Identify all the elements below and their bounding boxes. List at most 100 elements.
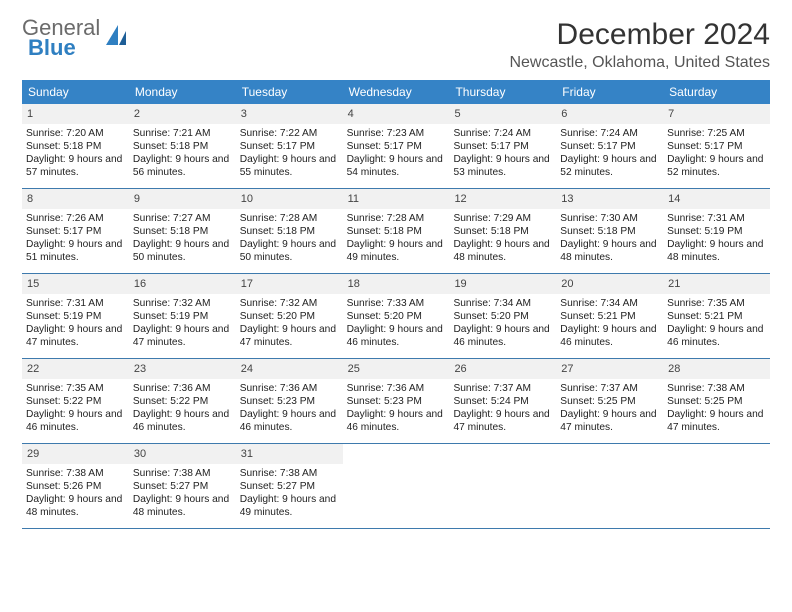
day-info: Sunrise: 7:23 AMSunset: 5:17 PMDaylight:… (347, 127, 446, 179)
day-cell: 16 Sunrise: 7:32 AMSunset: 5:19 PMDayligh… (129, 274, 236, 358)
day-of-week-cell: Thursday (449, 80, 556, 104)
day-cell: 30Sunrise: 7:38 AMSunset: 5:27 PMDayligh… (129, 444, 236, 528)
day-of-week-cell: Monday (129, 80, 236, 104)
day-cell: 10 Sunrise: 7:28 AMSunset: 5:18 PMDayligh… (236, 189, 343, 273)
day-info: Sunrise: 7:38 AMSunset: 5:27 PMDaylight:… (240, 467, 339, 519)
day-number: 6 (556, 104, 663, 124)
day-info: Sunrise: 7:35 AMSunset: 5:22 PMDaylight:… (26, 382, 125, 434)
day-info: Sunrise: 7:26 AMSunset: 5:17 PMDaylight:… (26, 212, 125, 264)
day-cell: 5 Sunrise: 7:24 AMSunset: 5:17 PMDaylight… (449, 104, 556, 188)
day-cell: 13Sunrise: 7:30 AMSunset: 5:18 PMDayligh… (556, 189, 663, 273)
week-row: 8 Sunrise: 7:26 AMSunset: 5:17 PMDaylight… (22, 189, 770, 274)
day-number: 31 (236, 444, 343, 464)
day-number: 5 (449, 104, 556, 124)
day-cell: 31 Sunrise: 7:38 AMSunset: 5:27 PMDayligh… (236, 444, 343, 528)
day-number: 8 (22, 189, 129, 209)
day-number: 12 (449, 189, 556, 209)
day-cell (663, 444, 770, 528)
day-info: Sunrise: 7:24 AMSunset: 5:17 PMDaylight:… (453, 127, 552, 179)
day-number: 23 (129, 359, 236, 379)
day-info: Sunrise: 7:31 AMSunset: 5:19 PMDaylight:… (26, 297, 125, 349)
day-info: Sunrise: 7:35 AMSunset: 5:21 PMDaylight:… (667, 297, 766, 349)
day-number: 15 (22, 274, 129, 294)
day-number: 14 (663, 189, 770, 209)
day-info: Sunrise: 7:34 AMSunset: 5:20 PMDaylight:… (453, 297, 552, 349)
day-number: 24 (236, 359, 343, 379)
day-of-week-cell: Saturday (663, 80, 770, 104)
sail-icon (104, 23, 130, 52)
day-number: 10 (236, 189, 343, 209)
day-number: 20 (556, 274, 663, 294)
day-info: Sunrise: 7:27 AMSunset: 5:18 PMDaylight:… (133, 212, 232, 264)
day-cell: 27Sunrise: 7:37 AMSunset: 5:25 PMDayligh… (556, 359, 663, 443)
day-cell: 8 Sunrise: 7:26 AMSunset: 5:17 PMDaylight… (22, 189, 129, 273)
day-info: Sunrise: 7:38 AMSunset: 5:26 PMDaylight:… (26, 467, 125, 519)
day-number: 18 (343, 274, 450, 294)
day-cell: 6 Sunrise: 7:24 AMSunset: 5:17 PMDaylight… (556, 104, 663, 188)
day-info: Sunrise: 7:22 AMSunset: 5:17 PMDaylight:… (240, 127, 339, 179)
day-cell: 29 Sunrise: 7:38 AMSunset: 5:26 PMDayligh… (22, 444, 129, 528)
day-cell: 2Sunrise: 7:21 AMSunset: 5:18 PMDaylight… (129, 104, 236, 188)
day-info: Sunrise: 7:24 AMSunset: 5:17 PMDaylight:… (560, 127, 659, 179)
day-cell: 9Sunrise: 7:27 AMSunset: 5:18 PMDaylight… (129, 189, 236, 273)
day-of-week-cell: Friday (556, 80, 663, 104)
day-number: 26 (449, 359, 556, 379)
day-of-week-cell: Sunday (22, 80, 129, 104)
day-number: 25 (343, 359, 450, 379)
day-info: Sunrise: 7:28 AMSunset: 5:18 PMDaylight:… (240, 212, 339, 264)
day-number: 1 (22, 104, 129, 124)
day-info: Sunrise: 7:31 AMSunset: 5:19 PMDaylight:… (667, 212, 766, 264)
day-info: Sunrise: 7:21 AMSunset: 5:18 PMDaylight:… (133, 127, 232, 179)
day-of-week-header: SundayMondayTuesdayWednesdayThursdayFrid… (22, 80, 770, 104)
day-number: 22 (22, 359, 129, 379)
day-number: 17 (236, 274, 343, 294)
day-number: 28 (663, 359, 770, 379)
day-number: 3 (236, 104, 343, 124)
day-info: Sunrise: 7:33 AMSunset: 5:20 PMDaylight:… (347, 297, 446, 349)
day-number: 7 (663, 104, 770, 124)
week-row: 1Sunrise: 7:20 AMSunset: 5:18 PMDaylight… (22, 104, 770, 189)
day-number: 29 (22, 444, 129, 464)
day-cell: 1Sunrise: 7:20 AMSunset: 5:18 PMDaylight… (22, 104, 129, 188)
brand-word-2: Blue (28, 35, 76, 60)
day-number: 27 (556, 359, 663, 379)
day-cell: 26 Sunrise: 7:37 AMSunset: 5:24 PMDayligh… (449, 359, 556, 443)
week-row: 15 Sunrise: 7:31 AMSunset: 5:19 PMDayligh… (22, 274, 770, 359)
day-cell: 7 Sunrise: 7:25 AMSunset: 5:17 PMDaylight… (663, 104, 770, 188)
day-cell: 25 Sunrise: 7:36 AMSunset: 5:23 PMDayligh… (343, 359, 450, 443)
day-number: 11 (343, 189, 450, 209)
day-info: Sunrise: 7:34 AMSunset: 5:21 PMDaylight:… (560, 297, 659, 349)
day-cell: 4Sunrise: 7:23 AMSunset: 5:17 PMDaylight… (343, 104, 450, 188)
day-info: Sunrise: 7:32 AMSunset: 5:19 PMDaylight:… (133, 297, 232, 349)
day-cell: 3 Sunrise: 7:22 AMSunset: 5:17 PMDaylight… (236, 104, 343, 188)
day-info: Sunrise: 7:28 AMSunset: 5:18 PMDaylight:… (347, 212, 446, 264)
day-info: Sunrise: 7:37 AMSunset: 5:24 PMDaylight:… (453, 382, 552, 434)
day-cell: 22 Sunrise: 7:35 AMSunset: 5:22 PMDayligh… (22, 359, 129, 443)
header: General Blue December 2024 Newcastle, Ok… (22, 18, 770, 72)
day-info: Sunrise: 7:32 AMSunset: 5:20 PMDaylight:… (240, 297, 339, 349)
day-of-week-cell: Wednesday (343, 80, 450, 104)
weeks-container: 1Sunrise: 7:20 AMSunset: 5:18 PMDaylight… (22, 104, 770, 529)
day-info: Sunrise: 7:36 AMSunset: 5:23 PMDaylight:… (347, 382, 446, 434)
day-cell (556, 444, 663, 528)
calendar: SundayMondayTuesdayWednesdayThursdayFrid… (22, 80, 770, 529)
title-block: December 2024 Newcastle, Oklahoma, Unite… (509, 18, 770, 72)
week-row: 29 Sunrise: 7:38 AMSunset: 5:26 PMDayligh… (22, 444, 770, 529)
day-info: Sunrise: 7:25 AMSunset: 5:17 PMDaylight:… (667, 127, 766, 179)
day-cell (449, 444, 556, 528)
day-info: Sunrise: 7:36 AMSunset: 5:22 PMDaylight:… (133, 382, 232, 434)
day-cell: 28 Sunrise: 7:38 AMSunset: 5:25 PMDayligh… (663, 359, 770, 443)
day-cell: 15 Sunrise: 7:31 AMSunset: 5:19 PMDayligh… (22, 274, 129, 358)
day-number: 19 (449, 274, 556, 294)
day-cell: 20 Sunrise: 7:34 AMSunset: 5:21 PMDayligh… (556, 274, 663, 358)
day-number: 16 (129, 274, 236, 294)
day-info: Sunrise: 7:29 AMSunset: 5:18 PMDaylight:… (453, 212, 552, 264)
day-number: 21 (663, 274, 770, 294)
day-cell: 14 Sunrise: 7:31 AMSunset: 5:19 PMDayligh… (663, 189, 770, 273)
day-cell: 17 Sunrise: 7:32 AMSunset: 5:20 PMDayligh… (236, 274, 343, 358)
day-info: Sunrise: 7:38 AMSunset: 5:25 PMDaylight:… (667, 382, 766, 434)
day-cell: 23 Sunrise: 7:36 AMSunset: 5:22 PMDayligh… (129, 359, 236, 443)
location-subtitle: Newcastle, Oklahoma, United States (509, 54, 770, 72)
week-row: 22 Sunrise: 7:35 AMSunset: 5:22 PMDayligh… (22, 359, 770, 444)
month-title: December 2024 (509, 18, 770, 52)
